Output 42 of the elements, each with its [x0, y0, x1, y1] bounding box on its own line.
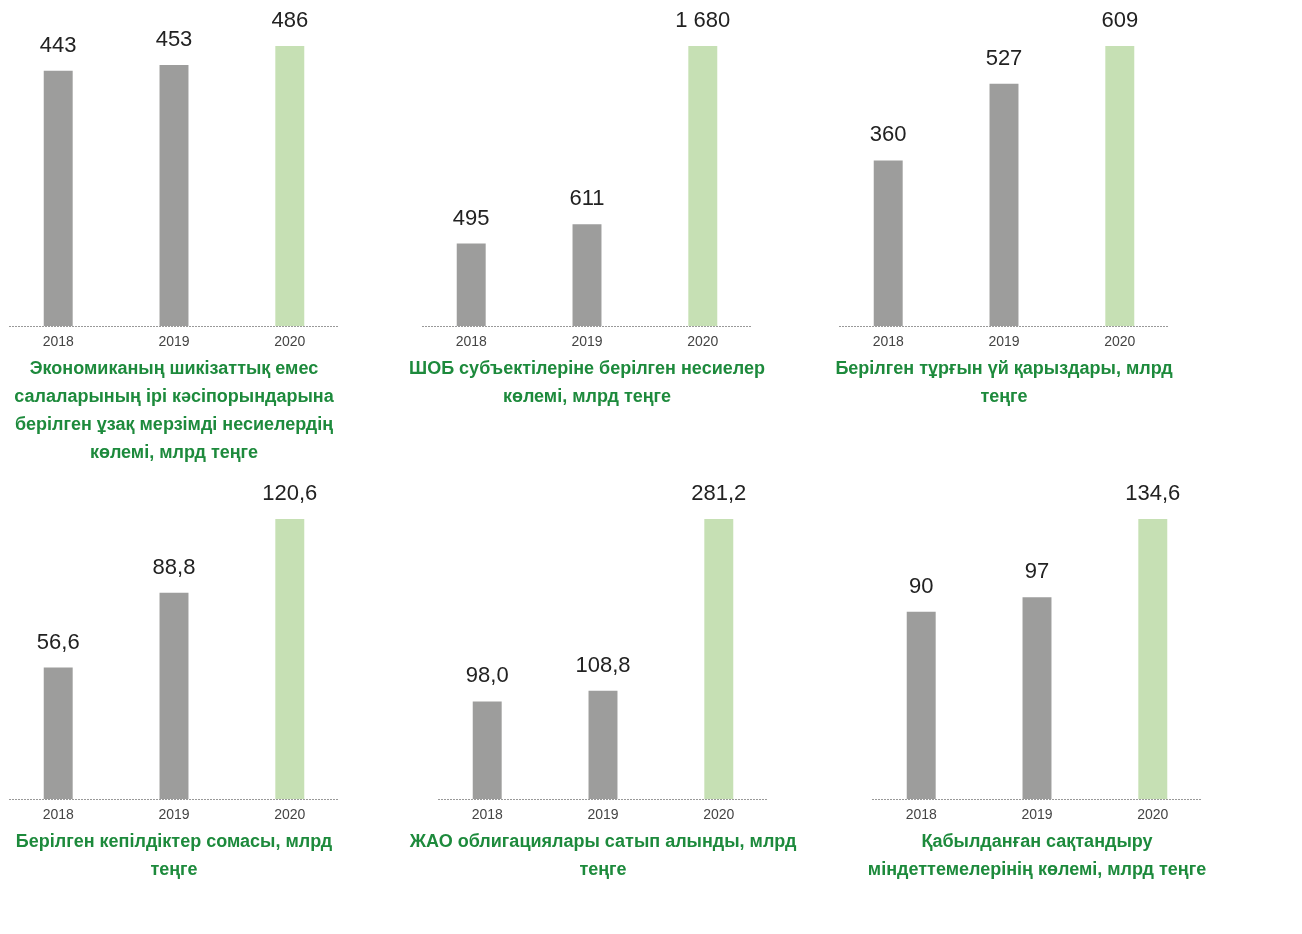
x-tick-label: 2019: [1021, 805, 1053, 822]
data-label: 453: [155, 26, 193, 52]
data-label: 120,6: [262, 480, 318, 505]
x-tick-label: 2018: [455, 332, 487, 349]
x-tick-label: 2019: [158, 805, 190, 822]
x-tick-label: 2018: [905, 805, 937, 822]
x-tick-label: 2018: [42, 332, 74, 349]
data-label: 443: [39, 31, 77, 57]
text: Қабылданған сақтандыру міндеттемелерінің көлемі, млрд теңге: [867, 831, 1207, 879]
data-label: 56,6: [36, 628, 80, 654]
x-tick-label: 2020: [703, 805, 735, 822]
text: ШОБ субъектілеріне берілген несиелер көлемі, млрд теңге: [409, 358, 765, 406]
data-label: 134,6: [1125, 480, 1181, 505]
x-tick-label: 2018: [42, 805, 74, 822]
data-label: 98,0: [465, 662, 509, 688]
x-tick-label: 2020: [274, 805, 306, 822]
x-tick-label: 2020: [687, 332, 719, 349]
x-tick-label: 2019: [571, 332, 603, 349]
x-tick-label: 2019: [587, 805, 619, 822]
text: Берілген тұрғын үй қарыздары, млрд теңге: [835, 358, 1174, 406]
x-tick-label: 2019: [988, 332, 1020, 349]
data-label: 486: [271, 7, 309, 32]
x-tick-label: 2020: [274, 332, 306, 349]
text: Экономиканың шикізаттық емес салаларының ірі кәсіпорындарына берілген ұзақ мерзімді несиелердің көлемі, млрд теңге: [14, 358, 335, 462]
data-label: 360: [869, 121, 907, 147]
text: Берілген кепілдіктер сомасы, млрд теңге: [15, 831, 333, 879]
x-tick-label: 2018: [872, 332, 904, 349]
text: ЖАО облигациялары сатып алынды, млрд теңге: [408, 831, 797, 879]
data-label: 88,8: [152, 553, 196, 579]
data-label: 108,8: [575, 651, 631, 677]
data-label: 90: [908, 572, 934, 598]
data-label: 281,2: [691, 480, 747, 505]
data-label: 97: [1024, 558, 1050, 584]
x-tick-label: 2020: [1137, 805, 1169, 822]
x-tick-label: 2020: [1104, 332, 1136, 349]
data-label: 527: [985, 44, 1023, 70]
data-label: 495: [452, 204, 490, 230]
data-label: 611: [569, 185, 605, 211]
data-label: 609: [1101, 7, 1139, 32]
x-tick-label: 2019: [158, 332, 190, 349]
data-label: 1 680: [675, 7, 731, 32]
x-tick-label: 2018: [471, 805, 503, 822]
